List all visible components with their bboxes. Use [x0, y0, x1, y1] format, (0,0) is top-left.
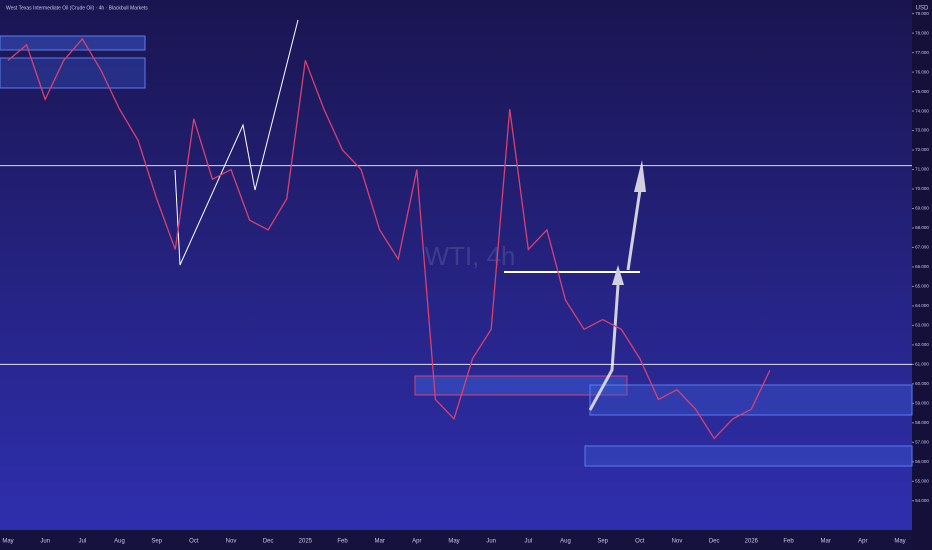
zone	[584, 445, 913, 467]
y-tick-label: 71.000	[915, 167, 929, 172]
x-tick-label: 2026	[745, 539, 759, 545]
y-tick-label: 66.000	[915, 264, 929, 269]
x-tick-label: Apr	[858, 539, 867, 545]
y-tick-label: 63.000	[915, 323, 929, 328]
arrow	[588, 284, 620, 411]
y-axis-panel	[912, 0, 932, 550]
zone	[0, 57, 146, 89]
y-tick-label: 75.000	[915, 89, 929, 94]
x-tick-label: Nov	[226, 539, 237, 545]
y-tick-label: 70.000	[915, 186, 929, 191]
price-line	[7, 37, 771, 440]
wave-path	[174, 19, 299, 266]
arrow	[626, 189, 642, 271]
y-tick-label: 56.000	[915, 459, 929, 464]
x-tick-label: May	[894, 539, 905, 545]
y-tick-label: 54.000	[915, 498, 929, 503]
arrow-head	[612, 265, 624, 285]
y-tick-label: 64.000	[915, 303, 929, 308]
x-tick-label: Nov	[672, 539, 683, 545]
x-tick-label: Aug	[560, 539, 571, 545]
x-tick-label: Oct	[189, 539, 199, 545]
zone	[0, 35, 146, 51]
x-tick-label: Mar	[820, 539, 830, 545]
y-tick-label: 76.000	[915, 69, 929, 74]
y-tick-label: 77.000	[915, 50, 929, 55]
zone	[589, 384, 913, 416]
y-tick-label: 60.000	[915, 381, 929, 386]
y-tick-label: 69.000	[915, 206, 929, 211]
plot-area	[0, 0, 912, 530]
y-tick-label: 59.000	[915, 401, 929, 406]
chart-title: West Texas Intermediate Oil (Crude Oil) …	[6, 5, 148, 11]
y-tick-label: 65.000	[915, 284, 929, 289]
y-tick-label: 73.000	[915, 128, 929, 133]
y-tick-label: 79.000	[915, 11, 929, 16]
y-tick-label: 55.000	[915, 478, 929, 483]
x-tick-label: Jun	[486, 539, 496, 545]
y-tick-label: 74.000	[915, 108, 929, 113]
x-axis-panel	[0, 530, 912, 550]
y-axis-label: USD	[916, 6, 929, 12]
x-tick-label: 2025	[299, 539, 313, 545]
x-tick-label: Jul	[78, 539, 86, 545]
x-tick-label: Feb	[337, 539, 348, 545]
x-tick-label: Sep	[151, 539, 162, 545]
y-tick-label: 57.000	[915, 440, 929, 445]
x-tick-label: Jul	[524, 539, 532, 545]
y-tick-label: 61.000	[915, 362, 929, 367]
arrow-head	[634, 160, 646, 192]
x-tick-label: Dec	[263, 539, 274, 545]
x-tick-label: Sep	[597, 539, 608, 545]
x-tick-label: Jun	[40, 539, 50, 545]
y-tick-label: 68.000	[915, 225, 929, 230]
y-tick-label: 62.000	[915, 342, 929, 347]
y-tick-label: 72.000	[915, 147, 929, 152]
x-tick-label: Feb	[783, 539, 794, 545]
y-tick-label: 67.000	[915, 245, 929, 250]
x-tick-label: Oct	[635, 539, 645, 545]
x-tick-label: May	[2, 539, 13, 545]
x-tick-label: Aug	[114, 539, 125, 545]
y-tick-label: 58.000	[915, 420, 929, 425]
x-tick-label: Mar	[374, 539, 384, 545]
x-tick-label: May	[448, 539, 459, 545]
watermark: WTI, 4h	[424, 241, 515, 271]
x-tick-label: Apr	[412, 539, 421, 545]
x-tick-label: Dec	[709, 539, 720, 545]
y-tick-label: 78.000	[915, 30, 929, 35]
